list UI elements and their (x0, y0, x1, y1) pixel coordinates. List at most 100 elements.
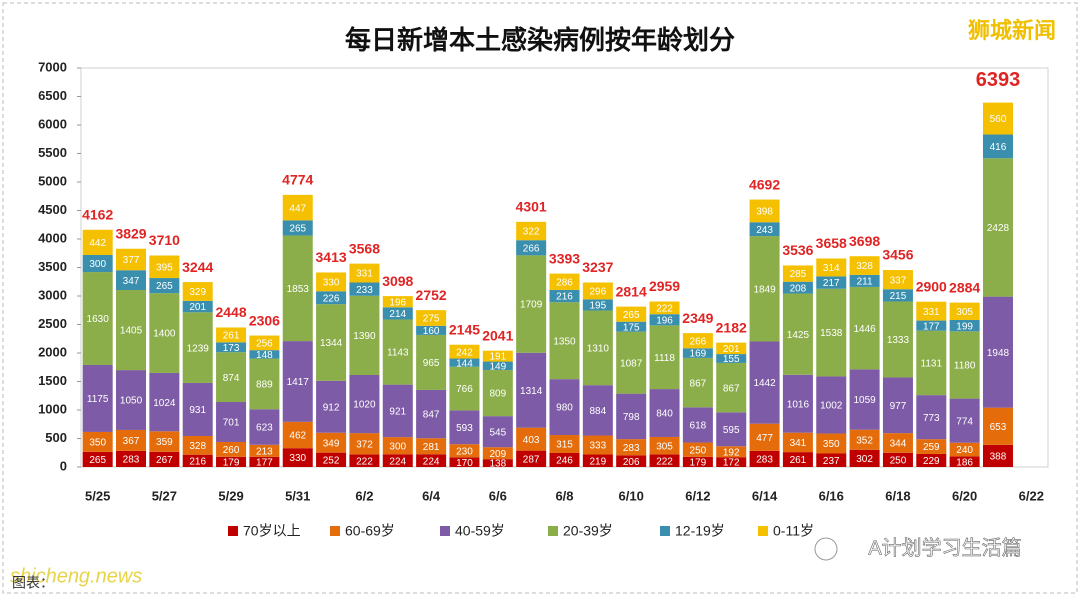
bar-segment (216, 456, 247, 467)
data-label: 240 (956, 445, 973, 456)
bar-segment (649, 314, 680, 326)
total-label: 3098 (382, 273, 413, 289)
data-label: 884 (590, 406, 607, 417)
legend-label: 0-11岁 (773, 523, 814, 539)
bar-segment (116, 370, 147, 430)
total-label: 3413 (316, 249, 347, 265)
bar-segment (449, 344, 480, 359)
data-label: 331 (923, 307, 940, 318)
bar-segment (282, 448, 313, 467)
data-label: 305 (656, 441, 673, 452)
bar-segment (216, 352, 247, 403)
bar-segment (716, 362, 747, 413)
x-tick-label: 6/12 (685, 488, 710, 503)
bar-segment (549, 435, 580, 453)
bar-segment (382, 384, 413, 438)
data-label: 593 (456, 423, 473, 434)
data-label: 912 (323, 402, 340, 413)
legend-label: 20-39岁 (563, 523, 613, 539)
bar-segment (349, 263, 380, 283)
data-label: 172 (723, 458, 740, 469)
bar-segment (116, 290, 147, 371)
data-label: 177 (256, 458, 273, 469)
data-label: 350 (89, 438, 106, 449)
data-label: 809 (489, 389, 506, 400)
legend-label: 40-59岁 (455, 523, 505, 539)
data-label: 1849 (753, 284, 776, 295)
bar-segment (449, 457, 480, 467)
data-label: 347 (123, 276, 140, 287)
bar-segment (416, 325, 447, 335)
data-label: 330 (323, 278, 340, 289)
data-label: 170 (456, 458, 473, 469)
bar-segment (82, 431, 113, 452)
legend-swatch (660, 526, 670, 536)
data-label: 261 (223, 331, 240, 342)
data-label: 173 (223, 343, 240, 354)
data-label: 395 (156, 262, 173, 273)
total-label: 3829 (115, 225, 146, 241)
data-label: 260 (223, 445, 240, 456)
data-label: 442 (89, 238, 106, 249)
watermark: 狮城新闻 (968, 18, 1056, 43)
bar-segment (982, 158, 1013, 297)
bar-segment (816, 276, 847, 289)
bar-segment (316, 272, 347, 292)
bar-segment (516, 352, 547, 428)
x-tick-label: 6/2 (355, 488, 373, 503)
data-label: 252 (323, 455, 340, 466)
data-label: 1853 (287, 284, 310, 295)
data-label: 328 (856, 261, 873, 272)
data-label: 1425 (787, 330, 810, 341)
bar-segment (949, 442, 980, 457)
bar-segment (716, 412, 747, 447)
y-tick-label: 2500 (38, 316, 67, 331)
x-tick-label: 5/27 (152, 488, 177, 503)
data-label: 196 (389, 297, 406, 308)
bar-segment (749, 199, 780, 223)
bar-segment (516, 427, 547, 451)
bar-segment (982, 102, 1013, 135)
bar-segment (616, 455, 647, 467)
x-tick-label: 5/25 (85, 488, 110, 503)
bar-segment (316, 432, 347, 453)
data-label: 233 (356, 285, 373, 296)
data-label: 341 (790, 438, 807, 449)
total-label: 3237 (582, 259, 613, 275)
total-label: 4692 (749, 176, 780, 192)
data-label: 305 (956, 307, 973, 318)
bar-segment (416, 310, 447, 326)
total-label: 2041 (482, 327, 513, 343)
data-label: 222 (656, 303, 673, 314)
y-tick-label: 4000 (38, 230, 67, 245)
legend-swatch (440, 526, 450, 536)
bar-segment (582, 299, 613, 311)
data-label: 1709 (520, 300, 543, 311)
bar-segment (816, 258, 847, 277)
data-label: 1059 (853, 395, 876, 406)
data-label: 1344 (320, 338, 343, 349)
x-tick-label: 6/22 (1019, 488, 1044, 503)
data-label: 352 (856, 435, 873, 446)
data-label: 330 (289, 453, 306, 464)
bar-segment (949, 456, 980, 467)
data-label: 230 (456, 446, 473, 457)
data-label: 977 (890, 401, 907, 412)
bar-segment (349, 454, 380, 467)
data-label: 2428 (987, 223, 1010, 234)
bar-segment (949, 398, 980, 443)
bar-segment (849, 429, 880, 450)
data-label: 1630 (87, 314, 110, 325)
data-label: 1310 (587, 343, 610, 354)
data-label: 1118 (654, 353, 675, 364)
data-label: 214 (389, 309, 406, 320)
data-label: 1948 (987, 348, 1010, 359)
data-label: 1314 (520, 386, 543, 397)
y-tick-label: 6000 (38, 116, 67, 131)
bar-segment (782, 265, 813, 282)
y-tick-label: 3500 (38, 259, 67, 274)
bar-segment (316, 380, 347, 433)
data-label: 265 (623, 310, 640, 321)
data-label: 256 (256, 338, 273, 349)
bar-segment (449, 366, 480, 411)
